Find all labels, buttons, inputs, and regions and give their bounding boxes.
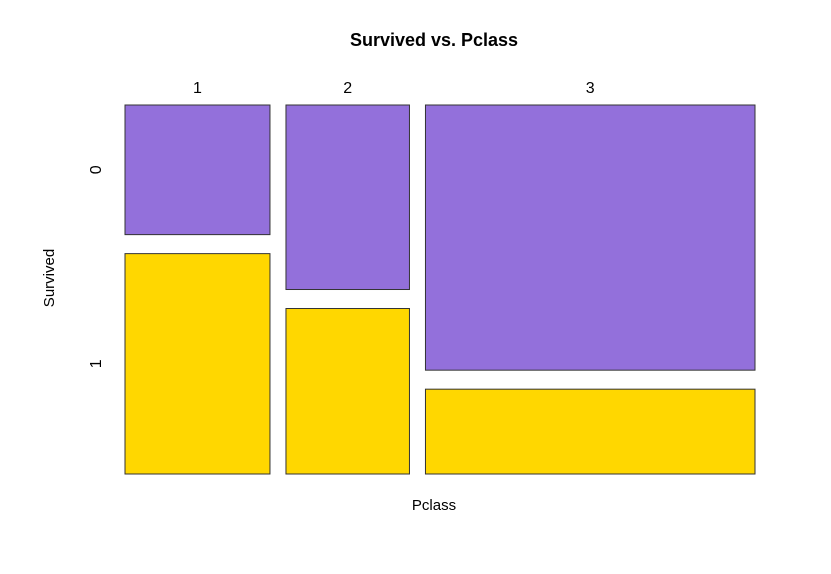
mosaic-cell [124,253,271,475]
mosaic-cell [124,104,271,236]
mosaic-cell [285,308,410,475]
x-tick-label: 3 [586,80,595,97]
chart-title: Survived vs. Pclass [350,30,518,50]
x-tick-label: 2 [343,80,352,97]
x-axis-label: Pclass [412,497,456,514]
mosaic-cell [424,104,756,371]
y-tick-label: 1 [88,359,105,368]
mosaic-cell [424,388,756,475]
y-tick-label: 0 [88,165,105,174]
mosaic-cell [285,104,410,291]
x-tick-label: 1 [193,80,202,97]
y-axis-label: Survived [41,249,58,307]
